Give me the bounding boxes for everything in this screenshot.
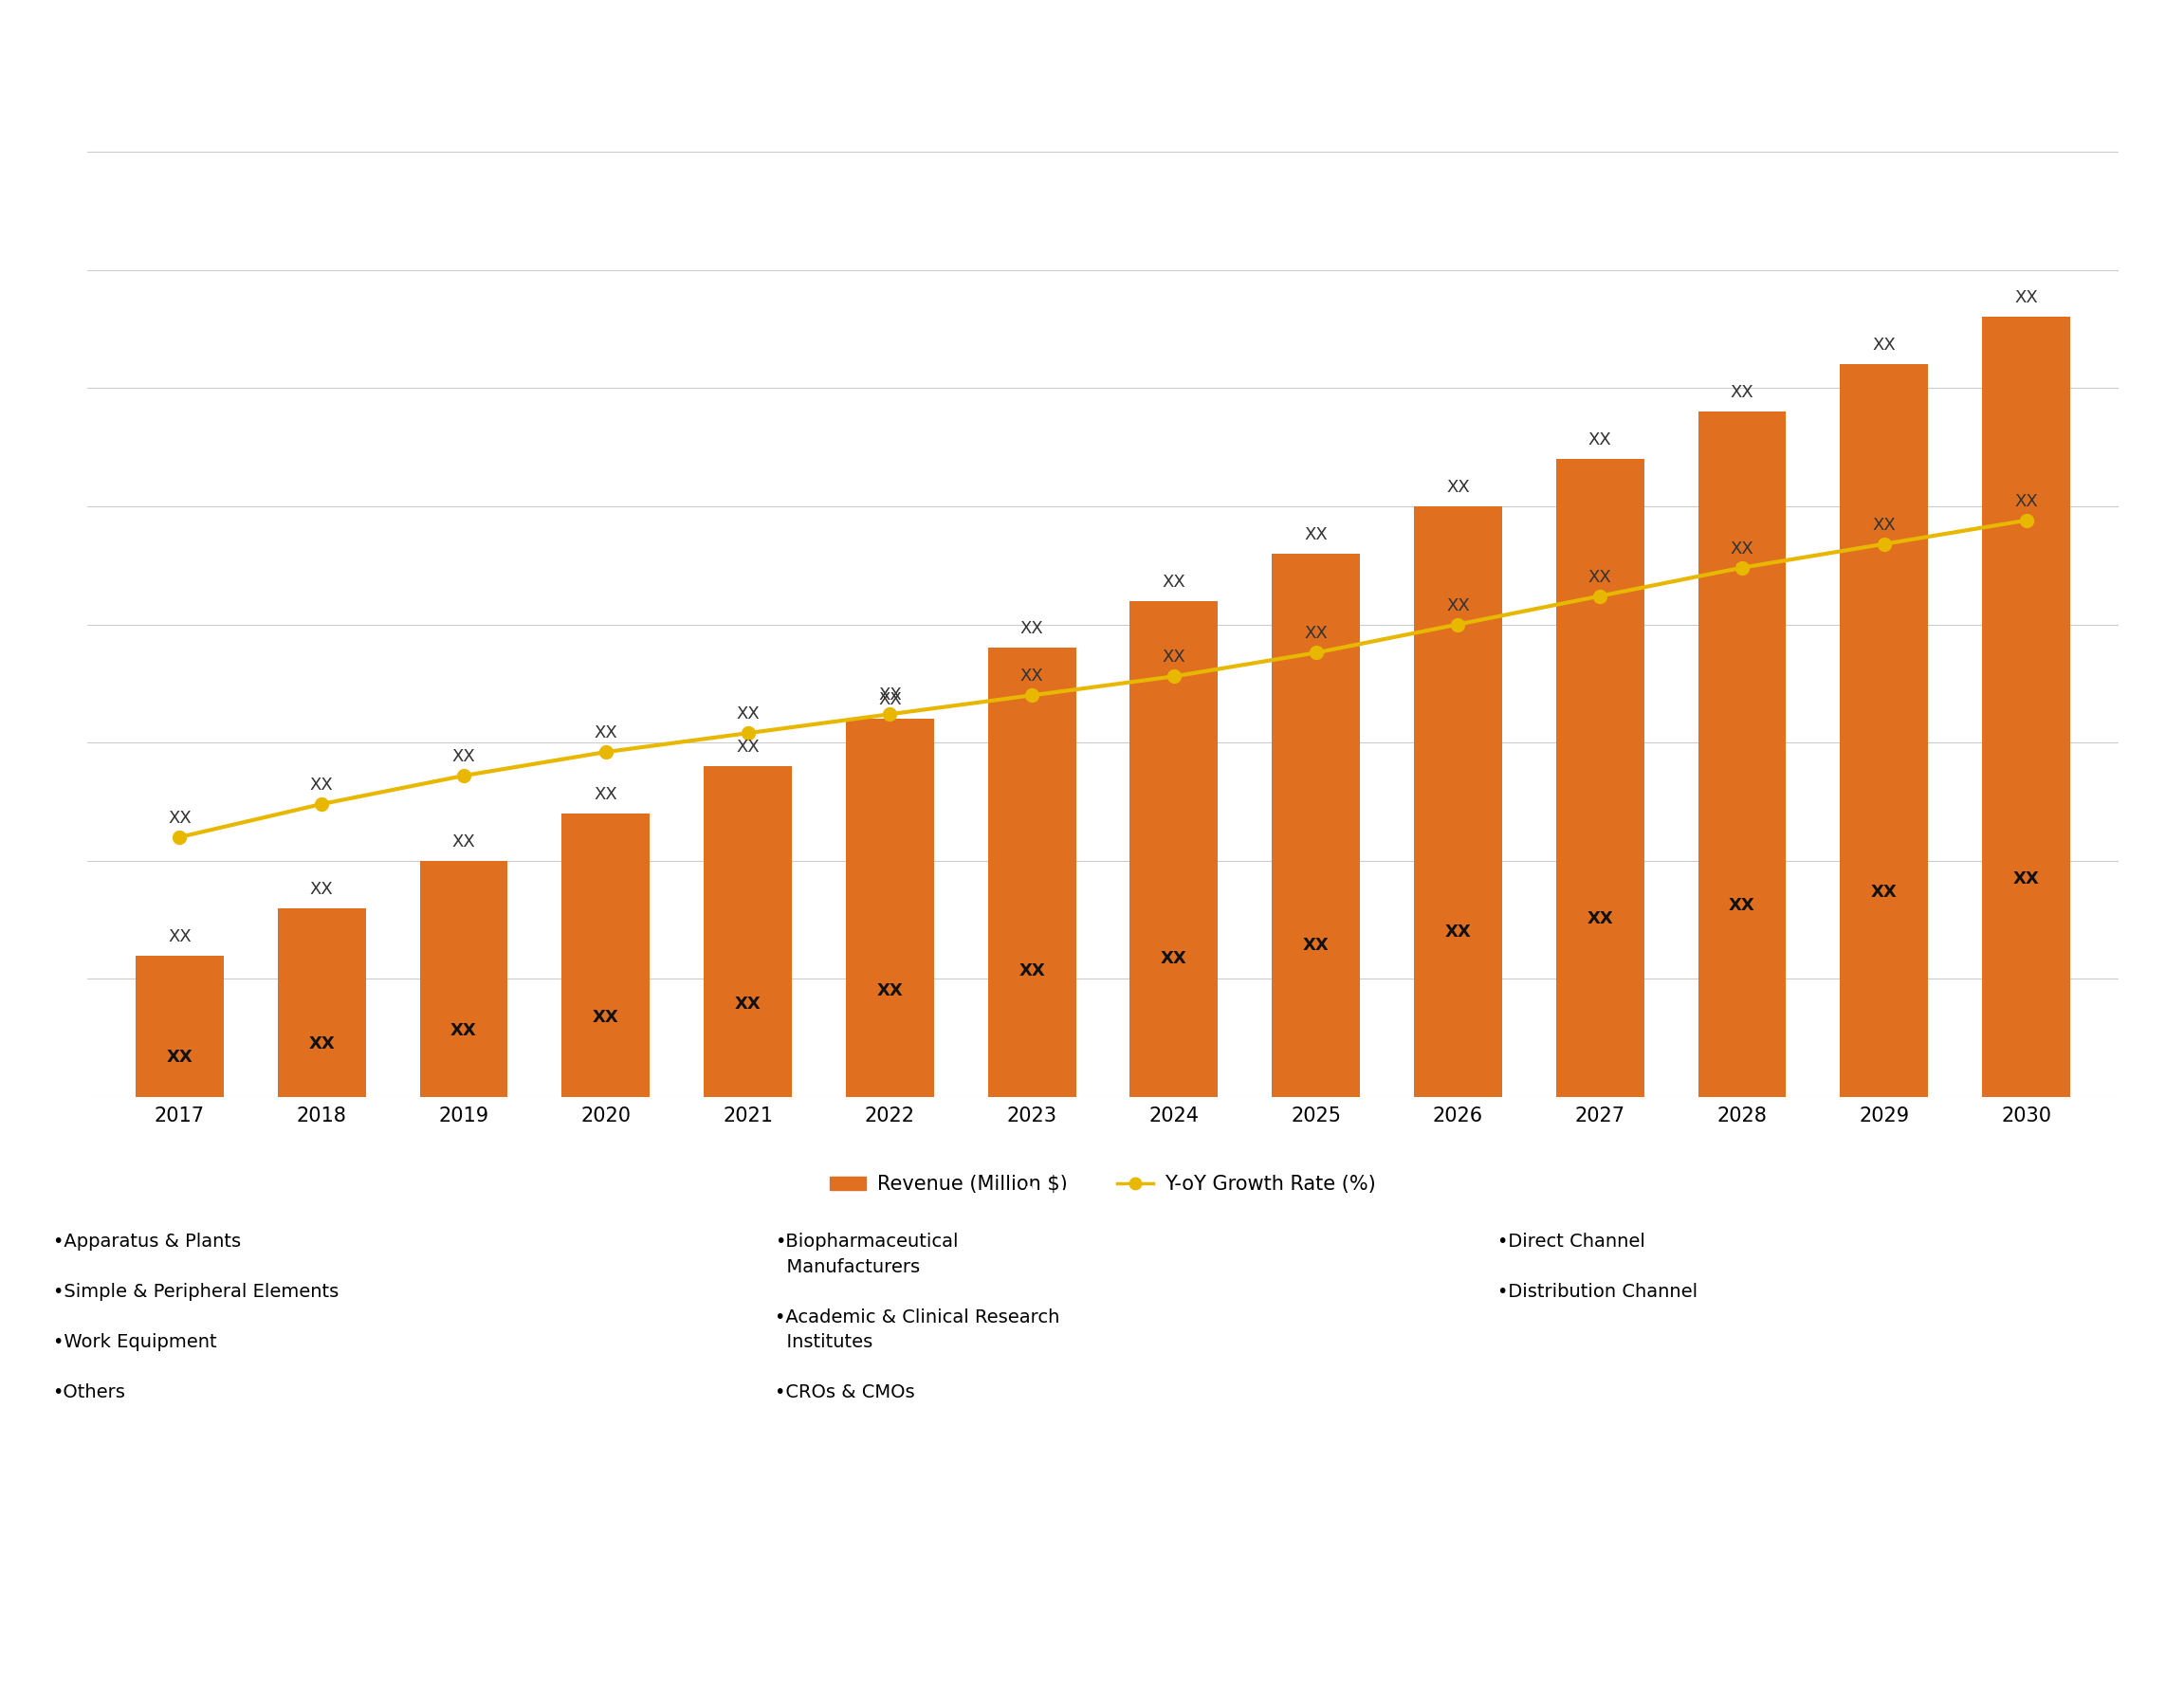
- Text: XX: XX: [1446, 597, 1470, 614]
- Text: XX: XX: [1446, 478, 1470, 495]
- Bar: [845, 720, 935, 1097]
- Text: XX: XX: [310, 777, 334, 794]
- Text: XX: XX: [1730, 384, 1754, 401]
- Bar: [277, 908, 365, 1097]
- Text: XX: XX: [736, 706, 760, 723]
- Text: XX: XX: [736, 738, 760, 755]
- Text: XX: XX: [1304, 936, 1330, 954]
- Text: XX: XX: [594, 786, 618, 803]
- Text: XX: XX: [1020, 668, 1044, 686]
- Text: XX: XX: [2014, 493, 2038, 510]
- Text: XX: XX: [166, 1050, 192, 1067]
- Bar: [1983, 316, 2070, 1097]
- Bar: [703, 765, 793, 1097]
- Bar: [419, 861, 509, 1097]
- Text: XX: XX: [1162, 573, 1186, 590]
- Bar: [1129, 600, 1219, 1097]
- Text: XX: XX: [876, 983, 902, 1000]
- Text: Website: www.theindustrystats.com: Website: www.theindustrystats.com: [1485, 1643, 1863, 1660]
- Text: XX: XX: [1020, 621, 1044, 638]
- Bar: [1413, 507, 1503, 1097]
- Text: XX: XX: [1160, 949, 1188, 966]
- Text: Application: Application: [1020, 1186, 1164, 1208]
- Text: XX: XX: [1588, 910, 1614, 927]
- Text: XX: XX: [1018, 963, 1046, 980]
- Text: XX: XX: [2014, 289, 2038, 306]
- Text: XX: XX: [1730, 896, 1756, 913]
- Bar: [1841, 364, 1928, 1097]
- Text: XX: XX: [1872, 517, 1896, 534]
- Bar: [1697, 412, 1787, 1097]
- Text: XX: XX: [452, 748, 476, 765]
- Bar: [987, 648, 1077, 1097]
- Text: XX: XX: [1446, 924, 1472, 941]
- Text: XX: XX: [1304, 526, 1328, 543]
- Bar: [1271, 553, 1361, 1097]
- Text: XX: XX: [1162, 648, 1186, 667]
- Text: XX: XX: [1304, 626, 1328, 643]
- Text: XX: XX: [1588, 432, 1612, 449]
- Text: XX: XX: [734, 997, 760, 1014]
- Text: •Apparatus & Plants

•Simple & Peripheral Elements

•Work Equipment

•Others: •Apparatus & Plants •Simple & Peripheral…: [52, 1233, 339, 1402]
- Bar: [135, 956, 223, 1097]
- Text: XX: XX: [1730, 541, 1754, 558]
- Legend: Revenue (Million $), Y-oY Growth Rate (%): Revenue (Million $), Y-oY Growth Rate (%…: [821, 1167, 1385, 1203]
- Text: •Direct Channel

•Distribution Channel: •Direct Channel •Distribution Channel: [1496, 1233, 1697, 1301]
- Text: XX: XX: [2014, 871, 2040, 888]
- Text: Fig. Global Single-use Bioprocessing Systems Market Status and Outlook: Fig. Global Single-use Bioprocessing Sys…: [28, 36, 1168, 63]
- Text: Sales Channels: Sales Channels: [1719, 1186, 1909, 1208]
- Text: XX: XX: [168, 810, 192, 827]
- Bar: [1555, 459, 1645, 1097]
- Text: XX: XX: [1588, 568, 1612, 585]
- Text: XX: XX: [878, 687, 902, 704]
- Text: Source: Theindustrystats Analysis: Source: Theindustrystats Analysis: [109, 1643, 465, 1660]
- Text: •Biopharmaceutical
  Manufacturers

•Academic & Clinical Research
  Institutes

: •Biopharmaceutical Manufacturers •Academ…: [775, 1233, 1059, 1402]
- Text: XX: XX: [1872, 337, 1896, 354]
- Text: XX: XX: [168, 927, 192, 946]
- Text: XX: XX: [310, 881, 334, 898]
- Text: XX: XX: [594, 725, 618, 742]
- Text: XX: XX: [592, 1009, 618, 1026]
- Text: Product Types: Product Types: [280, 1186, 459, 1208]
- Text: XX: XX: [878, 692, 902, 709]
- Text: XX: XX: [308, 1036, 334, 1053]
- Text: Email: sales@theindustrystats.com: Email: sales@theindustrystats.com: [808, 1643, 1173, 1660]
- Text: XX: XX: [1872, 883, 1898, 900]
- Text: XX: XX: [452, 833, 476, 850]
- Bar: [561, 813, 651, 1097]
- Text: XX: XX: [450, 1022, 476, 1039]
